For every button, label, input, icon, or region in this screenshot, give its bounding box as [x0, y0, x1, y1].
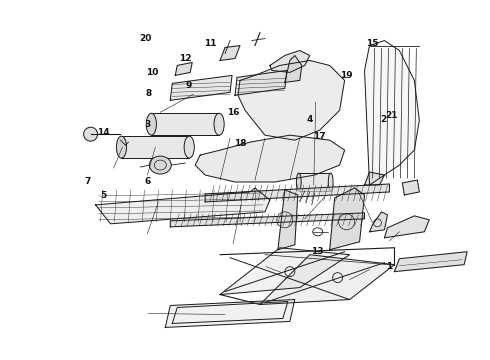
Polygon shape: [285, 55, 302, 82]
Polygon shape: [165, 300, 295, 328]
Text: 12: 12: [179, 54, 192, 63]
Polygon shape: [238, 60, 344, 140]
Ellipse shape: [214, 113, 224, 135]
Text: 19: 19: [340, 71, 353, 80]
Text: 10: 10: [146, 68, 159, 77]
Text: 4: 4: [307, 115, 313, 124]
Text: 5: 5: [100, 192, 107, 201]
Polygon shape: [385, 216, 429, 238]
Polygon shape: [171, 75, 232, 100]
Ellipse shape: [149, 156, 171, 174]
Ellipse shape: [328, 173, 333, 191]
Text: 2: 2: [380, 115, 387, 124]
Polygon shape: [260, 255, 394, 305]
Polygon shape: [330, 188, 365, 250]
Polygon shape: [96, 188, 270, 224]
Text: 15: 15: [366, 39, 379, 48]
Text: 9: 9: [185, 81, 192, 90]
Bar: [151, 113, 219, 135]
Ellipse shape: [296, 173, 301, 191]
Text: 8: 8: [145, 89, 151, 98]
Polygon shape: [278, 190, 298, 250]
Bar: [122, 136, 189, 158]
Polygon shape: [235, 71, 287, 95]
Polygon shape: [171, 213, 365, 227]
Text: 11: 11: [204, 39, 217, 48]
Text: 7: 7: [84, 177, 91, 186]
Ellipse shape: [84, 127, 98, 141]
Polygon shape: [175, 62, 192, 75]
Bar: [299, 173, 331, 191]
Ellipse shape: [184, 136, 195, 158]
Polygon shape: [220, 45, 240, 60]
Text: 16: 16: [227, 108, 239, 117]
Text: 18: 18: [234, 139, 246, 148]
Text: 1: 1: [386, 262, 392, 271]
Polygon shape: [205, 184, 390, 202]
Text: 21: 21: [385, 111, 398, 120]
Text: 14: 14: [97, 128, 110, 137]
Polygon shape: [270, 50, 310, 72]
Text: 17: 17: [314, 132, 326, 141]
Polygon shape: [394, 252, 467, 272]
Text: 3: 3: [144, 120, 150, 129]
Ellipse shape: [117, 136, 126, 158]
Polygon shape: [369, 212, 388, 232]
Text: 20: 20: [139, 34, 151, 43]
Ellipse shape: [147, 113, 156, 135]
Polygon shape: [365, 172, 385, 185]
Polygon shape: [365, 41, 419, 185]
Text: 6: 6: [144, 177, 150, 186]
Polygon shape: [402, 180, 419, 195]
Polygon shape: [220, 248, 349, 294]
Polygon shape: [195, 135, 344, 182]
Text: 13: 13: [312, 247, 324, 256]
